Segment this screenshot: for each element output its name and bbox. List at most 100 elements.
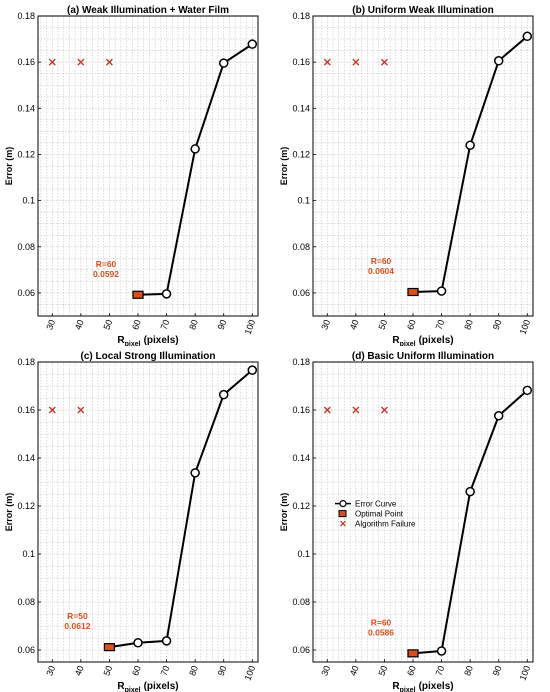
y-axis-label: Error (m)	[4, 147, 14, 186]
failure-marker-stroke	[48, 58, 56, 66]
x-tick-label: 50	[376, 664, 389, 677]
error-curve-point	[247, 365, 258, 375]
failure-marker-stroke	[352, 406, 360, 414]
optimal-annotation-radius: R=60	[371, 256, 392, 266]
grid	[38, 15, 259, 317]
failure-marker-stroke	[77, 406, 85, 414]
failure-marker	[48, 58, 56, 66]
chart-title: (b) Uniform Weak Illumination	[352, 5, 493, 16]
x-axis-label: Rpixel (pixels)	[392, 681, 453, 692]
chart-panel-b: (b) Uniform Weak Illumination 0.06 0.08 0.1…	[275, 0, 550, 346]
error-curve-point	[218, 58, 229, 68]
failure-marker	[352, 58, 360, 66]
legend-square-swatch	[338, 510, 347, 518]
failure-marker	[77, 406, 85, 414]
chart-panel-d: (d) Basic Uniform Illumination 0.06 0.08 0.…	[275, 346, 550, 692]
error-curve-point	[133, 638, 143, 648]
optimal-point-marker	[103, 643, 116, 652]
y-tick-label: 0.08	[17, 242, 35, 252]
y-tick-label: 0.18	[17, 357, 35, 367]
x-axis-label-sub: pixel	[400, 687, 416, 692]
y-tick-label: 0.18	[292, 11, 310, 21]
y-tick-label: 0.14	[17, 103, 35, 113]
failure-marker	[105, 58, 113, 66]
x-axis-label-sub: pixel	[400, 341, 416, 346]
error-curve-point	[161, 636, 172, 646]
x-tick-label: 70	[434, 664, 447, 677]
error-curve-point	[190, 468, 200, 478]
failure-marker	[380, 406, 388, 414]
failure-marker-stroke	[352, 58, 360, 66]
failure-marker	[323, 406, 331, 414]
chart-d-svg: (d) Basic Uniform Illumination 0.06 0.08 0.…	[279, 351, 534, 692]
x-tick-label: 100	[243, 664, 258, 682]
error-curve-point	[161, 289, 172, 299]
legend-entry-label: Error Curve	[355, 500, 397, 509]
y-tick-label: 0.1	[22, 196, 35, 206]
x-axis-label: Rpixel (pixels)	[117, 681, 178, 692]
plot-frame	[37, 15, 259, 317]
x-tick-label: 60	[130, 664, 143, 677]
x-axis-label-unit: (pixels)	[144, 681, 179, 692]
failure-marker-stroke	[380, 58, 388, 66]
grid	[313, 15, 534, 317]
failure-marker	[48, 406, 56, 414]
failure-marker-stroke	[77, 58, 85, 66]
x-axis-label-sub: pixel	[125, 341, 141, 346]
x-tick-label: 40	[73, 318, 86, 331]
y-tick-label: 0.08	[292, 242, 310, 252]
optimal-point-marker	[407, 287, 419, 297]
error-curve-point	[436, 646, 447, 656]
x-tick-label: 80	[187, 318, 200, 331]
x-axis-label-main: R	[117, 335, 125, 346]
x-tick-label: 50	[101, 318, 114, 331]
y-tick-label: 0.16	[17, 405, 35, 415]
failure-marker	[352, 406, 360, 414]
optimal-point-marker	[132, 290, 144, 299]
chart-title: (c) Local Strong Illumination	[81, 351, 216, 362]
x-axis-label-unit: (pixels)	[144, 335, 179, 346]
x-tick-label: 90	[491, 664, 504, 677]
optimal-annotation-error: 0.0612	[64, 621, 90, 631]
chart-a-svg: (a) Weak Illumination + Water Film 0.06 0.…	[4, 5, 259, 346]
chart-title: (a) Weak Illumination + Water Film	[67, 5, 229, 16]
optimal-annotation-error: 0.0592	[93, 269, 119, 279]
x-tick-label: 100	[518, 318, 533, 336]
error-curve-point	[218, 389, 229, 400]
y-tick-label: 0.06	[292, 645, 310, 655]
chart-c-svg: (c) Local Strong Illumination 0.06 0.08 0.1…	[4, 351, 259, 692]
plot-frame	[312, 15, 534, 317]
x-tick-label: 30	[44, 318, 57, 331]
y-tick-label: 0.1	[297, 549, 310, 559]
y-tick-label: 0.1	[22, 549, 35, 559]
error-curve-line	[109, 369, 253, 649]
optimal-annotation-radius: R=60	[371, 617, 392, 627]
optimal-point-marker	[407, 649, 419, 658]
chart-title: (d) Basic Uniform Illumination	[352, 351, 494, 362]
y-tick-label: 0.18	[292, 357, 310, 367]
y-tick-label: 0.16	[17, 57, 35, 67]
x-tick-label: 100	[518, 664, 533, 682]
plot-frame	[312, 361, 534, 663]
x-tick-label: 70	[434, 318, 447, 331]
x-tick-label: 60	[405, 664, 418, 677]
x-axis-label-unit: (pixels)	[419, 335, 454, 346]
y-tick-label: 0.14	[292, 103, 310, 113]
legend-circle-swatch	[339, 500, 347, 508]
error-curve-point	[493, 411, 504, 421]
y-tick-label: 0.14	[292, 453, 310, 463]
error-curve-point	[436, 286, 447, 296]
x-axis-label: Rpixel (pixels)	[117, 335, 178, 346]
failure-marker-stroke	[48, 406, 56, 414]
failure-marker-stroke	[323, 58, 331, 66]
x-tick-label: 60	[405, 318, 418, 331]
y-tick-label: 0.12	[292, 149, 310, 159]
x-axis-label-main: R	[392, 335, 400, 346]
failure-marker-stroke	[380, 406, 388, 414]
failure-marker	[323, 58, 331, 66]
failure-marker-stroke	[105, 58, 113, 66]
x-axis-label-main: R	[117, 681, 125, 692]
optimal-annotation-radius: R=50	[67, 611, 88, 621]
error-curve-point	[493, 56, 504, 66]
